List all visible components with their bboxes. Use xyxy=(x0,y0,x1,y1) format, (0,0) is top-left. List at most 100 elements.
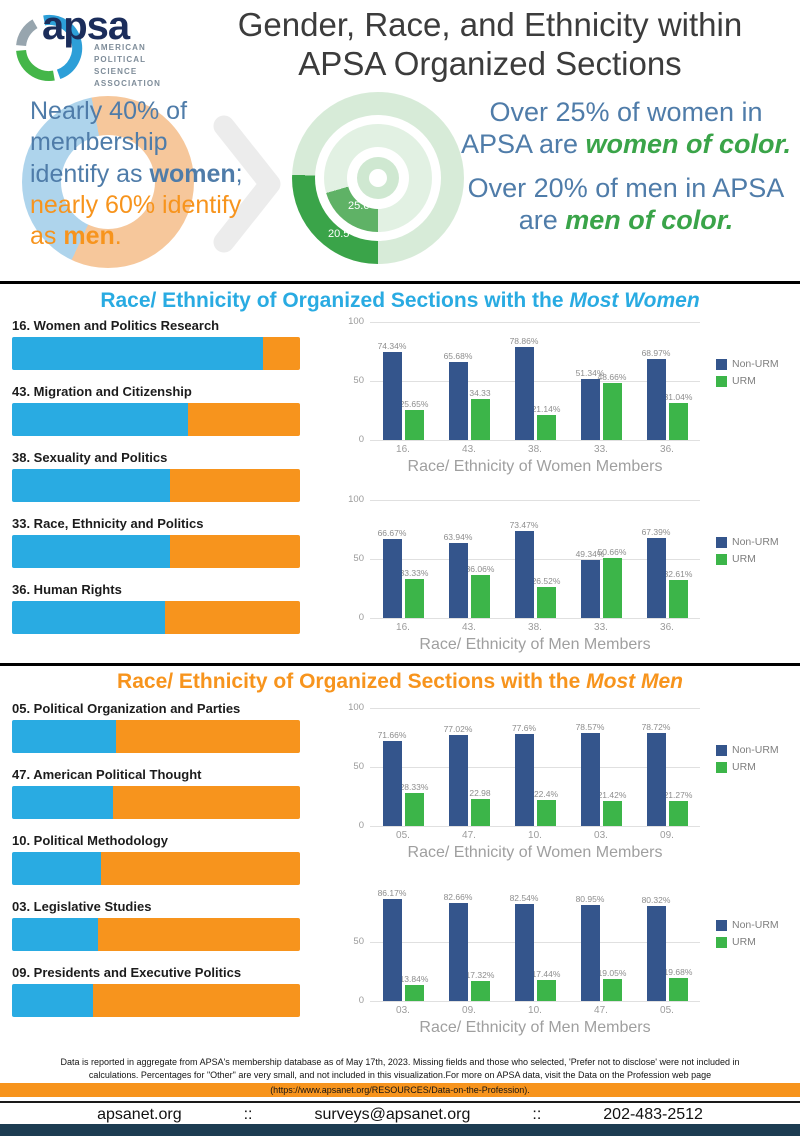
chart-plot-area xyxy=(370,321,700,441)
bar-value-label: 50.66% xyxy=(597,547,627,558)
gridline xyxy=(370,941,700,943)
non-urm-bar xyxy=(382,899,402,1001)
stacked-bar xyxy=(12,469,300,502)
stacked-segment-men xyxy=(115,720,300,753)
x-axis-tick-label: 05. xyxy=(396,830,410,841)
bar-value-label: 26.52% xyxy=(531,575,561,586)
y-axis-tick-label: 100 xyxy=(348,702,364,713)
footer-separator: :: xyxy=(532,1106,542,1123)
footer-contact-row: apsanet.org :: surveys@apsanet.org :: 20… xyxy=(0,1106,800,1124)
stacked-segment-men xyxy=(170,469,300,502)
bar-value-label: 80.32% xyxy=(641,895,671,906)
apsa-logo: apsa AMERICAN POLITICAL SCIENCE ASSOCIAT… xyxy=(12,4,212,90)
legend-label: Non-URM xyxy=(732,536,779,548)
chart-most-women-women-members: 0 50 100 74.34% 25.65% 16. 65.68% 34.33 43. 78.86… xyxy=(328,308,793,483)
heading-text: Race/ Ethnicity of Organized Sections wi… xyxy=(100,289,570,312)
stacked-bar-label: 43. Migration and Citizenship xyxy=(12,384,192,399)
footer-website: apsanet.org xyxy=(97,1106,182,1123)
urm-bar xyxy=(668,977,688,1001)
gridline xyxy=(370,1000,700,1002)
bar-value-label: 31.04% xyxy=(663,392,693,403)
legend-label: Non-URM xyxy=(732,358,779,370)
section-divider xyxy=(0,281,800,284)
urm-bar xyxy=(404,792,424,826)
stacked-bar-label: 09. Presidents and Executive Politics xyxy=(12,965,242,980)
x-axis-tick-label: 47. xyxy=(594,1005,608,1016)
stacked-segment-men xyxy=(164,601,300,634)
urm-legend-swatch xyxy=(716,761,727,773)
bar-value-label: 82.54% xyxy=(509,892,539,903)
stacked-segment-men xyxy=(262,337,300,370)
urm-bar xyxy=(602,382,622,440)
heading-emphasis: Most Men xyxy=(586,670,683,693)
footnote-line-2: calculations. Percentages for "Other" ar… xyxy=(88,1070,712,1081)
x-axis-tick-label: 16. xyxy=(396,444,410,455)
y-axis-tick-label: 100 xyxy=(348,316,364,327)
bar-value-label: 86.17% xyxy=(377,888,407,899)
chart-title: Race/ Ethnicity of Women Members xyxy=(407,844,663,861)
legend-label: URM xyxy=(732,936,756,948)
bottom-accent-bar xyxy=(0,1124,800,1136)
non-urm-bar xyxy=(514,903,534,1001)
legend-item: URM xyxy=(716,375,756,387)
y-axis-tick-label: 100 xyxy=(348,494,364,505)
bar-value-label: 78.72% xyxy=(641,722,671,733)
stacked-bar-item: 47. American Political Thought xyxy=(12,767,300,819)
bar-value-label: 32.61% xyxy=(663,568,693,579)
y-axis-tick-label: 50 xyxy=(353,553,364,564)
x-axis-tick-label: 09. xyxy=(462,1005,476,1016)
x-axis-tick-label: 43. xyxy=(462,444,476,455)
bar-value-label: 21.42% xyxy=(597,789,627,800)
statement-lead: Over 25% of women in APSA are xyxy=(460,97,763,159)
non-urm-bar xyxy=(382,539,402,618)
stacked-bar-item: 03. Legislative Studies xyxy=(12,899,300,951)
x-axis-tick-label: 36. xyxy=(660,622,674,633)
y-axis-tick-label: 0 xyxy=(358,995,364,1006)
page-title: Gender, Race, and Ethnicity within APSA … xyxy=(190,6,790,84)
bar-value-label: 33.33% xyxy=(399,567,429,578)
intro-text-women: women xyxy=(149,159,236,188)
stacked-bar-item: 36. Human Rights xyxy=(12,582,300,634)
x-axis-tick-label: 10. xyxy=(528,830,542,841)
stacked-segment-women xyxy=(12,403,188,436)
legend-label: URM xyxy=(732,761,756,773)
urm-legend-swatch xyxy=(716,375,727,387)
stacked-bar xyxy=(12,786,300,819)
stacked-bar-label: 47. American Political Thought xyxy=(12,767,202,782)
intro-text-segment: ; xyxy=(235,159,243,188)
gridline xyxy=(370,321,700,323)
non-urm-legend-swatch xyxy=(716,744,727,756)
gridline xyxy=(370,825,700,827)
stacked-bar-label: 05. Political Organization and Parties xyxy=(12,701,241,716)
statement-lead: Over 20% of men in APSA are xyxy=(467,172,785,235)
page-title-line-2: APSA Organized Sections xyxy=(298,44,682,82)
intro-text-men: men xyxy=(63,222,115,250)
chart-title: Race/ Ethnicity of Men Members xyxy=(419,1019,651,1036)
bar-value-label: 71.66% xyxy=(377,730,407,741)
apsa-logo-caption: AMERICAN POLITICAL SCIENCE ASSOCIATION xyxy=(94,42,161,90)
bar-value-label: 19.05% xyxy=(597,967,627,978)
non-urm-bar xyxy=(514,734,534,826)
gridline xyxy=(370,558,700,560)
heading-text: Race/ Ethnicity of Organized Sections wi… xyxy=(117,670,587,693)
stacked-segment-women xyxy=(12,337,263,370)
chart-title: Race/ Ethnicity of Women Members xyxy=(407,458,663,475)
bar-value-label: 78.86% xyxy=(509,335,539,346)
bar-value-label: 67.39% xyxy=(641,527,671,538)
stacked-bar-item: 33. Race, Ethnicity and Politics xyxy=(12,516,300,568)
logo-caption-line-association: ASSOCIATION xyxy=(94,79,162,88)
stacked-bar-item: 43. Migration and Citizenship xyxy=(12,384,300,436)
bar-value-label: 21.14% xyxy=(531,404,561,415)
gridline xyxy=(370,439,700,441)
footer-phone: 202-483-2512 xyxy=(603,1106,703,1123)
x-axis-tick-label: 03. xyxy=(594,830,608,841)
non-urm-bar xyxy=(646,538,666,618)
x-axis-tick-label: 43. xyxy=(462,622,476,633)
bar-value-label: 22.4% xyxy=(533,788,559,799)
stacked-bar-label: 33. Race, Ethnicity and Politics xyxy=(12,516,204,531)
chart-plot-area xyxy=(370,707,700,827)
stacked-bar-label: 38. Sexuality and Politics xyxy=(12,450,168,465)
stacked-bar xyxy=(12,403,300,436)
urm-bar xyxy=(470,798,490,826)
urm-bar xyxy=(602,978,622,1001)
